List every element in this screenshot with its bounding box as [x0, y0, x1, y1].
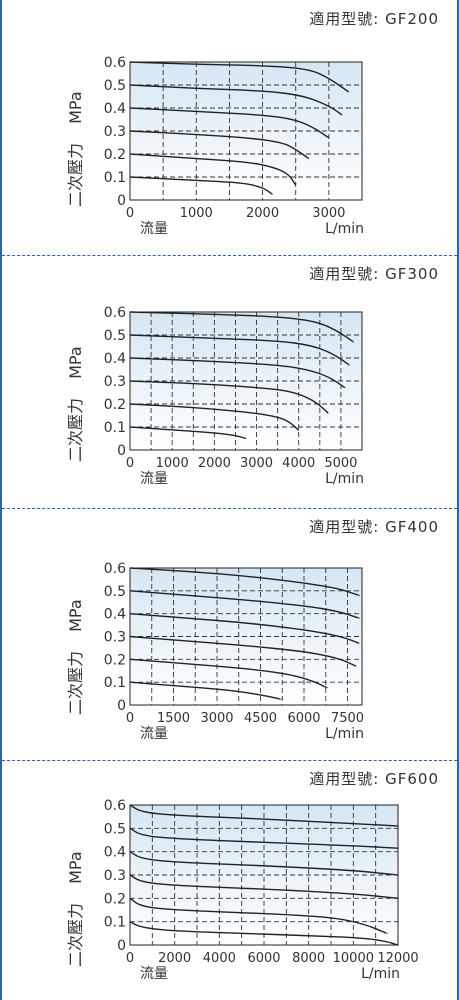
- x-tick-label: 0: [126, 951, 134, 966]
- y-tick-label: 0.1: [104, 420, 126, 436]
- series-line-5: [129, 153, 297, 186]
- y-tick-label: 0.6: [104, 55, 126, 71]
- y-tick-label: 0.1: [104, 915, 126, 931]
- y-tick-label: 0: [117, 938, 126, 954]
- x-axis-unit: L/min: [361, 966, 400, 982]
- x-tick-label: 7500: [331, 711, 364, 726]
- series-line-2: [129, 84, 343, 116]
- x-tick-label: 2000: [158, 951, 191, 966]
- y-tick-label: 0.1: [104, 675, 126, 691]
- y-tick-label: 0.6: [104, 561, 126, 577]
- series-line-6: [129, 681, 282, 700]
- x-axis-unit: L/min: [325, 471, 364, 487]
- x-axis-title: 流量: [140, 471, 168, 487]
- series-line-5: [129, 897, 388, 935]
- y-tick-label: 0.4: [104, 845, 126, 861]
- x-axis-title: 流量: [140, 966, 168, 982]
- x-tick-label: 6000: [247, 951, 280, 966]
- flow-chart: 0 0.1 0.2 0.3 0.4 0.5 0.6 0 2000 4000 6000 8000 1000…: [104, 798, 419, 982]
- series-line-5: [129, 403, 300, 431]
- x-tick-label: 2000: [246, 206, 279, 221]
- x-tick-label: 12000: [377, 951, 418, 966]
- series-line-3: [129, 613, 360, 644]
- x-axis-unit: L/min: [325, 221, 364, 237]
- y-tick-label: 0.5: [104, 328, 126, 344]
- x-tick-label: 0: [126, 456, 134, 471]
- flow-chart: 0 0.1 0.2 0.3 0.4 0.5 0.6 0 1500 3000 4500 6000 7500…: [104, 561, 364, 742]
- y-tick-label: 0: [117, 698, 126, 714]
- x-tick-label: 1000: [156, 456, 189, 471]
- series-line-2: [129, 827, 399, 849]
- series-line-6: [129, 921, 399, 946]
- model-label: 適用型號: GF400: [309, 518, 439, 536]
- series-line-6: [129, 176, 273, 195]
- y-tick-label: 0: [117, 443, 126, 459]
- y-tick-label: 0.3: [104, 868, 126, 884]
- panel-divider: [2, 760, 457, 761]
- x-tick-label: 4000: [282, 456, 315, 471]
- series-line-3: [129, 851, 399, 876]
- x-tick-label: 0: [126, 711, 134, 726]
- series-line-1: [129, 804, 399, 827]
- x-tick-label: 8000: [292, 951, 325, 966]
- series-line-3: [129, 357, 346, 389]
- x-axis-unit: L/min: [325, 726, 364, 742]
- series-line-4: [129, 635, 357, 667]
- y-tick-label: 0.3: [104, 124, 126, 140]
- x-tick-label: 4500: [244, 711, 277, 726]
- x-tick-label: 2000: [198, 456, 231, 471]
- x-tick-label: 0: [126, 206, 134, 221]
- x-axis-title: 流量: [140, 726, 168, 742]
- x-tick-label: 3000: [240, 456, 273, 471]
- series-line-2: [129, 590, 360, 619]
- y-tick-label: 0.3: [104, 630, 126, 646]
- series-line-1: [129, 311, 355, 343]
- chart-panel-gf200: 適用型號: GF200 二次壓力 MPa 0 0.1 0.2 0.3 0.4 0.5 0.6…: [2, 0, 457, 255]
- x-tick-label: 3000: [200, 711, 233, 726]
- flow-chart: 0 0.1 0.2 0.3 0.4 0.5 0.6 0 1000 2000 3000 流量 L/min: [104, 55, 364, 237]
- series-line-3: [129, 107, 330, 139]
- x-tick-label: 6000: [287, 711, 320, 726]
- y-tick-label: 0.3: [104, 374, 126, 390]
- series-line-4: [129, 380, 329, 414]
- y-tick-label: 0.6: [104, 798, 126, 814]
- x-tick-label: 10000: [333, 951, 374, 966]
- y-tick-label: 0.5: [104, 821, 126, 837]
- y-tick-label: 0.2: [104, 652, 126, 668]
- y-tick-label: 0: [117, 193, 126, 209]
- y-tick-label: 0.4: [104, 101, 126, 117]
- series-line-4: [129, 130, 310, 160]
- chart-panel-gf600: 適用型號: GF600 二次壓力 MPa 0 0.1 0.2 0.3 0.4 0.5 0.6…: [2, 760, 457, 1000]
- x-axis-title: 流量: [140, 221, 168, 237]
- y-tick-label: 0.4: [104, 607, 126, 623]
- series-line-1: [129, 61, 350, 93]
- x-tick-label: 4000: [203, 951, 236, 966]
- chart-panel-gf400: 適用型號: GF400 二次壓力 MPa 0 0.1 0.2 0.3 0.4 0.5 0.6…: [2, 508, 457, 760]
- panel-divider: [2, 255, 457, 256]
- y-tick-label: 0.2: [104, 147, 126, 163]
- chart-panel-gf300: 適用型號: GF300 二次壓力 MPa 0 0.1 0.2 0.3 0.4 0.5 0.6…: [2, 255, 457, 508]
- x-tick-label: 5000: [324, 456, 357, 471]
- y-tick-label: 0.1: [104, 170, 126, 186]
- model-label: 適用型號: GF600: [309, 770, 439, 788]
- series-line-2: [129, 334, 350, 366]
- model-label: 適用型號: GF300: [309, 265, 439, 283]
- y-tick-label: 0.2: [104, 891, 126, 907]
- y-tick-label: 0.4: [104, 351, 126, 367]
- series-line-1: [129, 567, 360, 597]
- y-tick-label: 0.5: [104, 584, 126, 600]
- series-line-5: [129, 658, 328, 689]
- series-line-4: [129, 874, 399, 899]
- series-line-6: [129, 426, 247, 440]
- y-tick-label: 0.5: [104, 78, 126, 94]
- model-label: 適用型號: GF200: [309, 10, 439, 28]
- panel-divider: [2, 508, 457, 509]
- x-tick-label: 1000: [180, 206, 213, 221]
- x-tick-label: 1500: [157, 711, 190, 726]
- y-tick-label: 0.2: [104, 397, 126, 413]
- x-tick-label: 3000: [312, 206, 345, 221]
- flow-chart: 0 0.1 0.2 0.3 0.4 0.5 0.6 0 1000 2000 3000 4000 5000…: [104, 305, 364, 487]
- y-tick-label: 0.6: [104, 305, 126, 321]
